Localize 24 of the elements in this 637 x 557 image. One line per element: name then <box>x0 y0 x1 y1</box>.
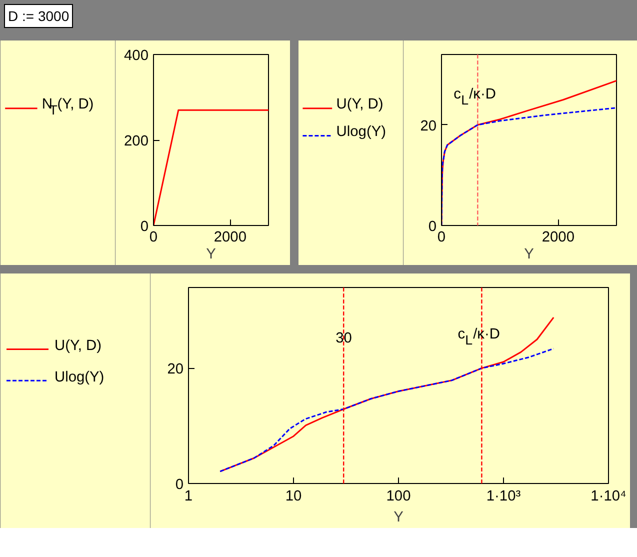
ref-line-label: cL/κ·D <box>454 86 496 108</box>
legend-label: U(Y, D) <box>336 96 384 113</box>
y-tick-label: 200 <box>124 134 149 150</box>
y-tick-label: 0 <box>140 219 149 235</box>
legend-label: Ulog(Y) <box>336 124 386 140</box>
y-tick-label: 20 <box>167 362 184 378</box>
x-axis-title: Y <box>394 510 404 526</box>
x-tick-label: 1·10³ <box>486 488 521 504</box>
ref-line-label: cL/κ·D <box>458 326 500 348</box>
x-axis-title: Y <box>206 246 216 262</box>
legend-label: Ulog(Y) <box>54 370 104 386</box>
ref-line-label: 30 <box>336 330 352 346</box>
x-tick-label: 2000 <box>542 230 574 246</box>
legend-label: U(Y, D) <box>54 338 102 354</box>
x-axis-title: Y <box>524 246 534 262</box>
x-tick-label: 1 <box>184 488 193 504</box>
y-tick-label: 20 <box>420 118 437 134</box>
x-tick-label: 1·10⁴ <box>590 488 626 504</box>
x-tick-label: 100 <box>386 488 411 504</box>
x-tick-label: 2000 <box>214 230 246 246</box>
legend-label: NT(Y, D) <box>42 96 94 118</box>
text: D := 3000 <box>8 7 70 26</box>
x-tick-label: 10 <box>285 488 302 504</box>
y-tick-label: 400 <box>124 48 149 64</box>
